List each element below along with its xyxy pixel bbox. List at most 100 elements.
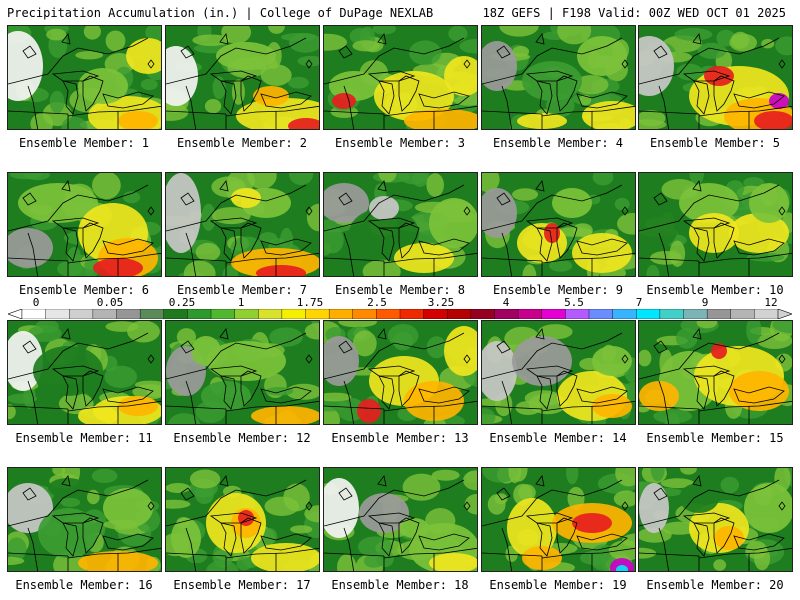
ensemble-member-map-13	[323, 320, 478, 425]
ensemble-member-map-12	[165, 320, 320, 425]
ensemble-member-map-10	[638, 172, 793, 277]
precip-field	[8, 173, 161, 276]
ensemble-member-map-4	[481, 25, 636, 130]
ensemble-member-map-16	[7, 467, 162, 572]
precip-field	[166, 173, 319, 276]
colorbar-swatch	[139, 309, 165, 319]
ensemble-member-map-18	[323, 467, 478, 572]
ensemble-member-caption: Ensemble Member: 13	[331, 431, 469, 445]
colorbar-swatch	[45, 309, 70, 319]
colorbar-swatch	[21, 309, 47, 319]
ensemble-member-caption: Ensemble Member: 16	[15, 578, 153, 592]
colorbar-scale	[8, 309, 792, 319]
precip-field	[166, 321, 319, 424]
colorbar-swatch	[541, 309, 566, 319]
ensemble-member-caption: Ensemble Member: 9	[492, 283, 624, 297]
colorbar-swatch	[116, 309, 141, 319]
ensemble-member-map-19	[481, 467, 636, 572]
ensemble-member-map-14	[481, 320, 636, 425]
precip-field	[639, 26, 792, 129]
ensemble-member-caption: Ensemble Member: 15	[646, 431, 784, 445]
ensemble-member-caption: Ensemble Member: 11	[15, 431, 153, 445]
ensemble-member-map-1	[7, 25, 162, 130]
ensemble-member-caption: Ensemble Member: 10	[646, 283, 784, 297]
colorbar-swatch	[210, 309, 236, 319]
ensemble-member-map-15	[638, 320, 793, 425]
ensemble-member-caption: Ensemble Member: 7	[176, 283, 308, 297]
colorbar-swatch	[659, 309, 685, 319]
colorbar-tick-label: 2.5	[367, 296, 387, 309]
colorbar-tick-label: 0.05	[96, 296, 124, 309]
colorbar-swatch	[92, 309, 118, 319]
colorbar-swatch	[258, 309, 283, 319]
precip-field	[639, 321, 792, 424]
colorbar-min-arrow	[8, 309, 23, 319]
ensemble-member-map-7	[165, 172, 320, 277]
ensemble-member-caption: Ensemble Member: 5	[649, 136, 781, 150]
ensemble-member-map-9	[481, 172, 636, 277]
precip-field	[324, 173, 477, 276]
run-valid-time: 18Z GEFS | F198 Valid: 00Z WED OCT 01 20…	[482, 6, 786, 20]
colorbar-swatch	[588, 309, 614, 319]
ensemble-member-map-6	[7, 172, 162, 277]
colorbar-swatch	[730, 309, 755, 319]
colorbar-tick-label: 7	[635, 296, 643, 309]
precip-field	[482, 468, 635, 571]
ensemble-member-caption: Ensemble Member: 12	[173, 431, 311, 445]
ensemble-member-caption: Ensemble Member: 19	[489, 578, 627, 592]
colorbar-max-arrow	[777, 309, 792, 319]
ensemble-member-map-17	[165, 467, 320, 572]
colorbar-swatch	[636, 309, 661, 319]
colorbar-swatch	[706, 309, 732, 319]
precip-field	[324, 468, 477, 571]
colorbar-swatch	[163, 309, 188, 319]
ensemble-member-caption: Ensemble Member: 8	[334, 283, 466, 297]
colorbar-labels: 0 0.05 0.25 1 1.75 2.5 3.25 4 5.5 7 9 12	[8, 297, 792, 309]
colorbar-tick-label: 0.25	[168, 296, 196, 309]
colorbar-swatch	[517, 309, 543, 319]
ensemble-member-caption: Ensemble Member: 20	[646, 578, 784, 592]
colorbar-tick-label: 12	[764, 296, 778, 309]
ensemble-member-caption: Ensemble Member: 3	[334, 136, 466, 150]
ensemble-member-caption: Ensemble Member: 14	[489, 431, 627, 445]
ensemble-member-map-20	[638, 467, 793, 572]
ensemble-member-map-8	[323, 172, 478, 277]
ensemble-member-caption: Ensemble Member: 6	[18, 283, 150, 297]
colorbar-swatch	[328, 309, 354, 319]
colorbar-swatch	[754, 309, 779, 319]
colorbar-swatch	[399, 309, 425, 319]
colorbar-swatch	[234, 309, 259, 319]
colorbar-swatch	[470, 309, 496, 319]
ensemble-member-map-3	[323, 25, 478, 130]
ensemble-member-caption: Ensemble Member: 4	[492, 136, 624, 150]
precip-field	[8, 321, 161, 424]
colorbar-swatch	[423, 309, 448, 319]
ensemble-member-caption: Ensemble Member: 18	[331, 578, 469, 592]
colorbar-swatch	[447, 309, 472, 319]
chart-title: Precipitation Accumulation (in.) | Colle…	[7, 6, 434, 20]
colorbar-tick-label: 1	[237, 296, 245, 309]
precip-field	[482, 321, 635, 424]
precip-field	[482, 26, 635, 129]
ensemble-member-caption: Ensemble Member: 17	[173, 578, 311, 592]
precip-field	[8, 26, 161, 129]
colorbar-tick-label: 0	[32, 296, 40, 309]
precip-field	[639, 173, 792, 276]
colorbar-swatch	[69, 309, 94, 319]
colorbar-swatch	[565, 309, 590, 319]
precip-field	[324, 26, 477, 129]
colorbar-tick-label: 5.5	[564, 296, 584, 309]
colorbar-swatch	[281, 309, 307, 319]
ensemble-member-caption: Ensemble Member: 2	[176, 136, 308, 150]
ensemble-member-map-11	[7, 320, 162, 425]
ensemble-member-caption: Ensemble Member: 1	[18, 136, 150, 150]
colorbar-tick-label: 4	[502, 296, 510, 309]
precip-field	[8, 468, 161, 571]
colorbar-swatch	[683, 309, 708, 319]
colorbar-swatch	[376, 309, 401, 319]
colorbar: 0 0.05 0.25 1 1.75 2.5 3.25 4 5.5 7 9 12	[8, 297, 792, 321]
precip-field	[482, 173, 635, 276]
ensemble-member-map-5	[638, 25, 793, 130]
precip-field	[166, 26, 319, 129]
colorbar-swatch	[494, 309, 519, 319]
